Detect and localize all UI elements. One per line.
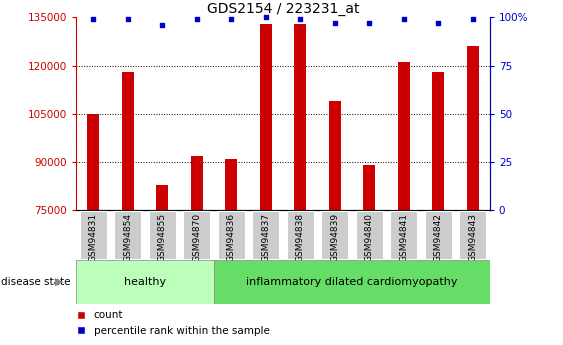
Bar: [467, 46, 479, 210]
Bar: [294, 24, 306, 210]
Text: ▶: ▶: [55, 277, 64, 287]
Bar: [156, 185, 168, 210]
Bar: [329, 101, 341, 210]
FancyBboxPatch shape: [114, 211, 141, 259]
Bar: [225, 159, 237, 210]
Point: [434, 20, 443, 26]
FancyBboxPatch shape: [80, 211, 107, 259]
Point: [296, 17, 305, 22]
Point: [227, 17, 236, 22]
Bar: [260, 24, 272, 210]
FancyBboxPatch shape: [287, 211, 314, 259]
Text: GSM94842: GSM94842: [434, 213, 443, 262]
Point: [365, 20, 374, 26]
Point: [468, 17, 477, 22]
Bar: [76, 260, 214, 304]
Bar: [122, 72, 134, 210]
FancyBboxPatch shape: [321, 211, 348, 259]
Text: GSM94843: GSM94843: [468, 213, 477, 262]
FancyBboxPatch shape: [183, 211, 210, 259]
Point: [330, 20, 339, 26]
Point: [261, 14, 270, 20]
FancyBboxPatch shape: [218, 211, 245, 259]
Bar: [191, 156, 203, 210]
Text: GSM94854: GSM94854: [123, 213, 132, 262]
Bar: [363, 165, 375, 210]
Bar: [397, 62, 410, 210]
Point: [399, 17, 408, 22]
Point: [192, 17, 201, 22]
Text: GSM94841: GSM94841: [399, 213, 408, 262]
Point: [158, 22, 167, 28]
FancyBboxPatch shape: [149, 211, 176, 259]
Text: GSM94837: GSM94837: [261, 213, 270, 262]
Text: GSM94840: GSM94840: [365, 213, 374, 262]
Bar: [432, 72, 444, 210]
Text: GSM94838: GSM94838: [296, 213, 305, 262]
Bar: [87, 114, 99, 210]
Legend: count, percentile rank within the sample: count, percentile rank within the sample: [73, 306, 274, 340]
Bar: [214, 260, 490, 304]
Text: GSM94870: GSM94870: [192, 213, 201, 262]
Text: GSM94855: GSM94855: [158, 213, 167, 262]
FancyBboxPatch shape: [459, 211, 486, 259]
Text: disease state: disease state: [1, 277, 70, 287]
FancyBboxPatch shape: [425, 211, 452, 259]
Text: healthy: healthy: [124, 277, 166, 287]
Point: [89, 17, 98, 22]
Title: GDS2154 / 223231_at: GDS2154 / 223231_at: [207, 2, 359, 16]
Point: [123, 17, 132, 22]
FancyBboxPatch shape: [390, 211, 417, 259]
Text: GSM94831: GSM94831: [89, 213, 98, 262]
Text: GSM94836: GSM94836: [227, 213, 236, 262]
FancyBboxPatch shape: [252, 211, 279, 259]
Text: GSM94839: GSM94839: [330, 213, 339, 262]
FancyBboxPatch shape: [356, 211, 383, 259]
Text: inflammatory dilated cardiomyopathy: inflammatory dilated cardiomyopathy: [246, 277, 458, 287]
